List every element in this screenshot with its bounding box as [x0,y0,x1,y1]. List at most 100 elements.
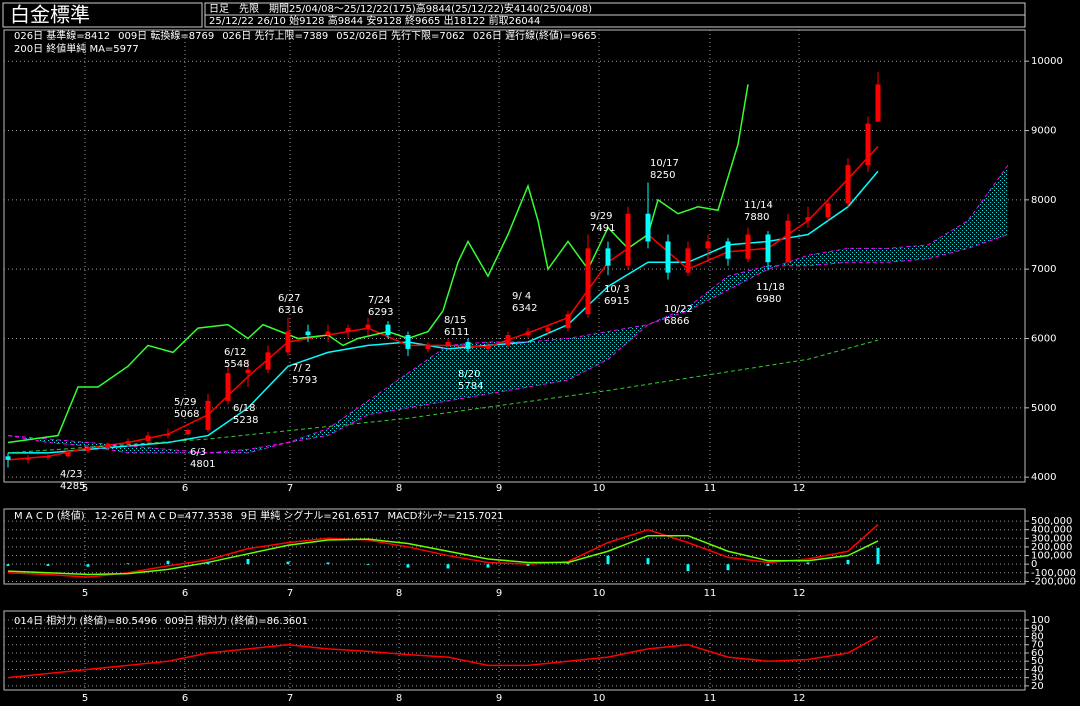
histogram-bar [646,558,650,565]
histogram-bar [126,563,130,565]
candle-body [405,335,411,349]
candle-body [765,234,771,263]
annotation-price: 4285 [60,481,85,492]
candle-body [645,213,651,242]
candle-body [725,241,731,259]
x-tick-label: 8 [396,693,402,704]
histogram-bar [286,561,290,565]
candle-body [585,248,591,315]
candle-body [385,324,391,336]
candle-body [125,441,131,444]
legend-entry: 9日 単純 シグナル=261.6517 [241,509,380,522]
annotation-price: 7880 [744,212,769,223]
histogram-bar [406,564,410,568]
annotation-date: 11/14 [744,200,773,211]
candle-body [185,430,191,435]
y-tick-label: 200,000 [1031,542,1072,553]
legend-entry: 026日 遅行線(終値)=9665 [473,29,597,42]
legend-entry: 12-26日 M A C D=477.3538 [95,511,233,522]
histogram-bar [846,559,850,565]
annotation-price: 6342 [512,303,537,314]
annotation-price: 5793 [292,375,317,386]
histogram-bar [766,564,770,566]
candle-body [785,220,791,263]
indicator-line [8,170,879,454]
y-tick-label: 50 [1031,656,1044,667]
annotation-date: 7/24 [368,295,390,306]
legend-entry: 014日 相対力 (終値)=80.5496 [14,614,157,627]
chart-title: 白金標準 [10,3,90,27]
annotation-date: 9/29 [590,211,612,222]
y-tick-label: 300,000 [1031,533,1072,544]
annotation-price: 6866 [664,316,689,327]
histogram-bar [526,564,530,566]
candle-body [225,373,231,401]
indicator-line [7,635,879,679]
histogram-bar [166,560,170,565]
y-tick-label: 9000 [1031,126,1056,137]
annotation-date: 10/ 3 [604,284,630,295]
candle-body [85,448,91,451]
x-tick-label: 6 [182,483,188,494]
y-tick-label: 0 [1031,559,1037,570]
candle-body [205,400,211,431]
candle-body [245,369,251,374]
indicator-line [7,234,1009,454]
annotation-price: 5784 [458,381,483,392]
x-tick-label: 10 [593,693,606,704]
legend-entry: 052/026日 先行下限=7062 [336,29,465,42]
x-tick-label: 9 [496,483,502,494]
candle-body [305,331,311,336]
candle-body [625,213,631,266]
x-tick-label: 12 [793,588,806,599]
annotation-date: 8/20 [458,369,480,380]
x-tick-label: 7 [287,483,293,494]
panel-frame [3,610,1026,691]
annotation-date: 4/23 [60,469,82,480]
candle-body [465,341,471,349]
info-line: 日足 先限 期間25/04/08～25/12/22(175)高9844(25/1… [209,2,592,15]
x-tick-label: 9 [496,588,502,599]
y-tick-label: 60 [1031,648,1044,659]
annotation-date: 11/18 [756,282,785,293]
x-tick-label: 12 [793,483,806,494]
y-tick-label: 8000 [1031,195,1056,206]
candle-body [605,248,611,266]
indicator-line [7,523,879,578]
x-tick-label: 10 [593,483,606,494]
annotation-price: 6980 [756,294,781,305]
histogram-bar [806,562,810,565]
candle-body [875,84,881,122]
legend-entry: MACDｵｼﾚｰﾀｰ=215.7021 [388,510,504,522]
histogram-bar [566,563,570,565]
x-tick-label: 7 [287,693,293,704]
annotation-date: 6/27 [278,293,300,304]
x-tick-label: 9 [496,693,502,704]
x-tick-label: 10 [593,588,606,599]
annotation-date: 7/ 2 [292,363,311,374]
histogram-bar [86,564,90,567]
y-tick-label: 4000 [1031,472,1056,483]
x-tick-label: 12 [793,693,806,704]
annotation-date: 10/17 [650,158,679,169]
title-box [2,2,203,28]
histogram-bar [486,564,490,568]
annotation-price: 6111 [444,327,469,338]
candle-body [565,314,571,329]
y-tick-label: 20 [1031,681,1044,692]
candle-body [845,165,851,204]
candle-body [105,443,111,449]
histogram-bar [326,562,330,565]
annotation-date: 10/22 [664,304,693,315]
annotation-price: 6293 [368,307,393,318]
histogram-bar [6,564,10,566]
annotation-price: 5068 [174,409,199,420]
annotation-date: 9/ 4 [512,291,531,302]
x-tick-label: 8 [396,483,402,494]
annotation-date: 5/29 [174,397,196,408]
candle-body [545,328,551,332]
annotation-price: 5548 [224,359,249,370]
y-tick-label: 500,000 [1031,516,1072,527]
candle-body [805,217,811,221]
candle-body [265,352,271,370]
